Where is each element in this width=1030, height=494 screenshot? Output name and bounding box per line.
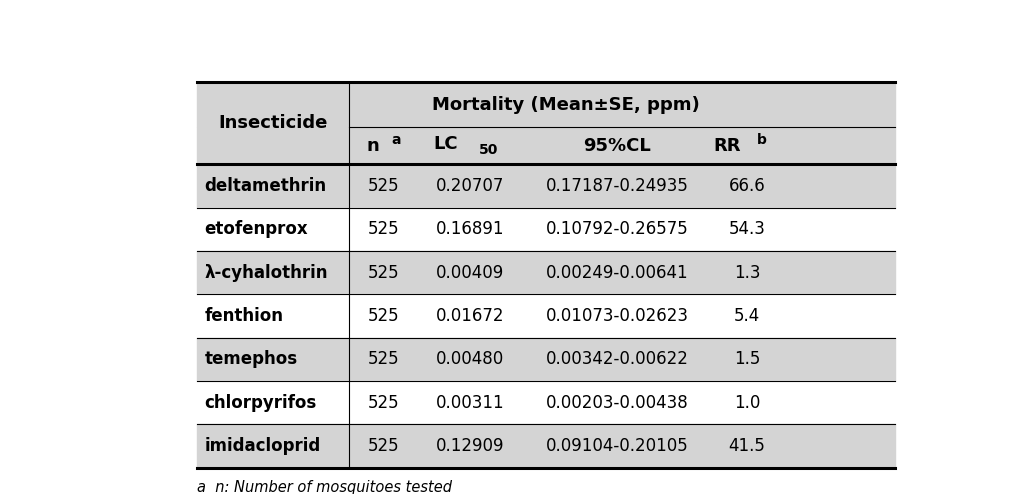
Text: 525: 525: [368, 394, 400, 412]
Text: 1.0: 1.0: [733, 394, 760, 412]
Text: 0.20707: 0.20707: [437, 177, 505, 195]
Text: 525: 525: [368, 350, 400, 369]
Text: 0.00480: 0.00480: [437, 350, 505, 369]
Bar: [197, 294, 895, 338]
Text: 0.01073-0.02623: 0.01073-0.02623: [546, 307, 689, 325]
Bar: [197, 424, 895, 468]
Text: a: a: [391, 132, 401, 147]
Text: LC: LC: [433, 135, 457, 153]
Bar: [197, 381, 895, 424]
Text: 0.00249-0.00641: 0.00249-0.00641: [546, 264, 688, 282]
Text: 0.16891: 0.16891: [436, 220, 505, 238]
Text: n: n: [367, 137, 379, 155]
Text: λ-cyhalothrin: λ-cyhalothrin: [205, 264, 329, 282]
Text: RR: RR: [713, 137, 741, 155]
Text: deltamethrin: deltamethrin: [205, 177, 327, 195]
Text: 0.00311: 0.00311: [436, 394, 505, 412]
Text: imidacloprid: imidacloprid: [205, 437, 320, 455]
Bar: [197, 82, 895, 127]
Text: 5.4: 5.4: [733, 307, 760, 325]
Text: 66.6: 66.6: [728, 177, 765, 195]
Text: a  n: Number of mosquitoes tested: a n: Number of mosquitoes tested: [197, 480, 451, 494]
Bar: [197, 338, 895, 381]
Text: 1.5: 1.5: [733, 350, 760, 369]
Bar: [197, 207, 895, 251]
Text: 95%CL: 95%CL: [583, 137, 651, 155]
Text: 41.5: 41.5: [728, 437, 765, 455]
Text: 0.09104-0.20105: 0.09104-0.20105: [546, 437, 688, 455]
Text: 0.17187-0.24935: 0.17187-0.24935: [546, 177, 688, 195]
Text: 54.3: 54.3: [728, 220, 765, 238]
Text: 50: 50: [478, 143, 497, 157]
Text: Insecticide: Insecticide: [218, 114, 328, 132]
Text: 525: 525: [368, 307, 400, 325]
Text: 0.00409: 0.00409: [437, 264, 505, 282]
Text: fenthion: fenthion: [205, 307, 283, 325]
Text: Mortality (Mean±SE, ppm): Mortality (Mean±SE, ppm): [432, 95, 699, 114]
Text: 525: 525: [368, 264, 400, 282]
Text: 0.10792-0.26575: 0.10792-0.26575: [546, 220, 688, 238]
Bar: [197, 251, 895, 294]
Bar: [197, 127, 895, 165]
Text: etofenprox: etofenprox: [205, 220, 308, 238]
Text: 0.01672: 0.01672: [436, 307, 505, 325]
Text: chlorpyrifos: chlorpyrifos: [205, 394, 317, 412]
Text: b: b: [757, 132, 766, 147]
Text: 1.3: 1.3: [733, 264, 760, 282]
Text: 0.12909: 0.12909: [436, 437, 505, 455]
Text: 0.00342-0.00622: 0.00342-0.00622: [546, 350, 688, 369]
Text: temephos: temephos: [205, 350, 298, 369]
Text: 525: 525: [368, 437, 400, 455]
Bar: [197, 165, 895, 207]
Text: 525: 525: [368, 220, 400, 238]
Text: 525: 525: [368, 177, 400, 195]
Text: 0.00203-0.00438: 0.00203-0.00438: [546, 394, 688, 412]
